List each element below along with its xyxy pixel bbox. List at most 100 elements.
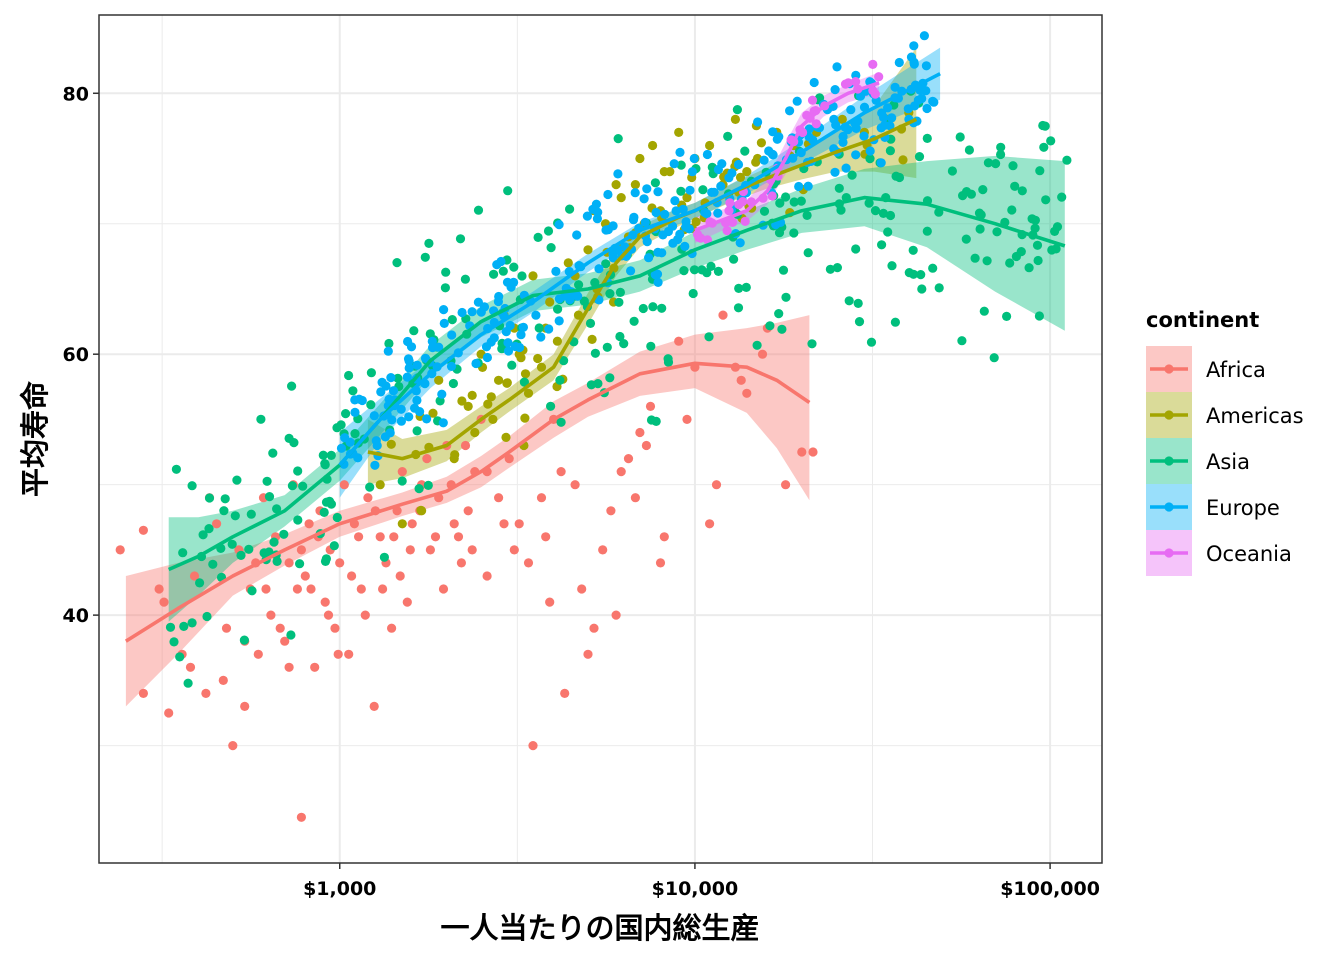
data-point <box>648 302 658 312</box>
data-point <box>767 191 777 201</box>
data-point <box>138 688 148 699</box>
data-point <box>579 296 589 306</box>
data-point <box>623 454 634 464</box>
legend-key-point <box>1164 456 1174 466</box>
data-point <box>704 332 714 342</box>
data-point <box>473 297 483 307</box>
data-point <box>552 336 563 346</box>
data-point <box>501 432 511 442</box>
data-point <box>482 352 492 363</box>
data-point <box>1057 192 1067 202</box>
data-point <box>287 381 297 391</box>
data-point <box>635 427 645 438</box>
data-point <box>284 662 294 672</box>
data-point <box>629 212 639 222</box>
data-point <box>247 586 257 596</box>
data-point <box>269 537 279 547</box>
data-point <box>648 140 658 151</box>
data-point <box>422 454 432 464</box>
data-point <box>696 233 706 243</box>
data-point <box>437 389 447 399</box>
data-point <box>653 187 663 197</box>
data-point <box>613 169 623 179</box>
data-point <box>702 268 712 278</box>
data-point <box>702 209 712 219</box>
smooth-line <box>338 72 941 467</box>
data-point <box>1005 258 1015 268</box>
data-point <box>1008 161 1018 171</box>
y-tick-label: 60 <box>63 344 89 366</box>
data-point <box>832 62 842 72</box>
data-point <box>735 238 745 248</box>
data-point <box>1010 181 1020 191</box>
data-point <box>463 401 473 411</box>
data-point <box>375 480 385 490</box>
data-point <box>781 292 791 302</box>
data-point <box>615 331 625 342</box>
data-point <box>284 558 294 568</box>
data-point <box>370 460 380 470</box>
data-point <box>759 206 770 216</box>
data-point <box>536 332 546 342</box>
data-point <box>494 375 504 385</box>
data-point <box>366 368 376 378</box>
data-point <box>1035 166 1045 176</box>
data-point <box>682 414 692 424</box>
data-point <box>809 77 819 88</box>
data-point <box>531 310 541 320</box>
data-point <box>663 354 673 364</box>
data-point <box>179 621 189 632</box>
data-point <box>201 688 211 699</box>
data-point <box>533 232 543 242</box>
data-point <box>947 166 958 176</box>
data-point <box>208 559 218 569</box>
data-point <box>865 146 875 156</box>
data-point <box>859 102 870 112</box>
data-point <box>395 571 405 581</box>
data-point <box>392 258 402 268</box>
legend-label-asia: Asia <box>1206 450 1250 474</box>
data-point <box>240 701 250 712</box>
data-point <box>874 72 884 82</box>
data-point <box>650 178 661 188</box>
data-point <box>890 317 901 327</box>
data-point <box>554 220 564 230</box>
data-point <box>629 316 639 326</box>
smooth-line <box>694 81 880 232</box>
data-point <box>830 167 840 177</box>
data-point <box>687 167 698 177</box>
data-point <box>457 396 467 406</box>
data-point <box>679 266 689 276</box>
data-point <box>219 506 229 516</box>
data-point <box>583 245 593 255</box>
data-point <box>324 496 335 506</box>
data-point <box>519 377 530 387</box>
data-point <box>841 163 851 173</box>
legend-label-europe: Europe <box>1206 496 1280 520</box>
data-point <box>735 172 746 182</box>
data-point <box>450 450 460 460</box>
legend: continent Africa Americas Asia Europe Oceani… <box>1146 308 1304 576</box>
data-point <box>756 138 767 148</box>
data-point <box>591 199 602 209</box>
data-point <box>1017 186 1027 196</box>
data-point <box>843 125 853 135</box>
data-point <box>644 253 654 263</box>
data-point <box>657 248 667 258</box>
data-point <box>659 532 669 542</box>
data-point <box>879 112 889 123</box>
data-point <box>293 515 303 525</box>
data-point <box>728 217 738 227</box>
data-point <box>232 475 242 485</box>
data-point <box>639 194 649 204</box>
data-point <box>460 440 471 451</box>
data-point <box>528 741 538 751</box>
data-point <box>350 429 360 439</box>
legend-label-americas: Americas <box>1206 404 1304 428</box>
data-point <box>387 415 397 425</box>
data-point <box>379 552 389 562</box>
data-point <box>438 418 448 428</box>
data-point <box>407 519 417 529</box>
data-point <box>470 427 480 438</box>
